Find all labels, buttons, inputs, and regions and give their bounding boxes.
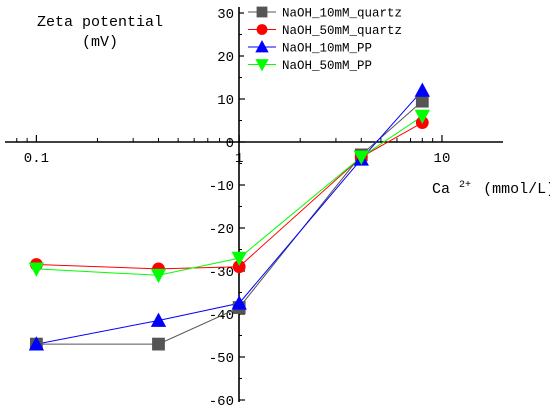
x-axis-title-superscript: 2+	[459, 180, 471, 191]
legend-swatch-marker	[255, 40, 269, 53]
data-point	[414, 82, 430, 97]
x-tick-label: 0.1	[24, 151, 49, 167]
y-axis-title-line-1: Zeta potential	[37, 14, 163, 31]
legend-swatch-marker	[256, 24, 268, 35]
data-point	[231, 295, 247, 310]
data-point	[231, 251, 247, 266]
legend-label: NaOH_10mM_PP	[282, 42, 372, 56]
data-point	[150, 268, 167, 284]
y-tick-label: -10	[209, 179, 234, 195]
y-tick-label: -20	[209, 222, 234, 238]
data-point	[28, 262, 45, 277]
x-axis-title: Ca 2+ (mmol/L)	[432, 175, 550, 198]
y-tick-label: -60	[209, 394, 234, 410]
y-tick-label: 10	[217, 93, 234, 109]
legend-label: NaOH_50mM_quartz	[282, 24, 402, 38]
legend-swatch-marker	[256, 6, 268, 18]
y-tick-label: -30	[209, 265, 234, 281]
y-tick-label: 20	[217, 50, 234, 66]
x-axis-title-base: Ca	[432, 181, 450, 198]
markers-layer	[28, 82, 430, 351]
legend-box	[244, 3, 394, 75]
series-line	[36, 90, 423, 345]
legend: NaOH_10mM_quartz NaOH_50mM_quartz NaOH_10m…	[244, 3, 402, 75]
data-point	[414, 109, 430, 125]
y-tick-label: 30	[217, 7, 234, 23]
series-layer	[36, 90, 423, 345]
legend-label: NaOH_10mM_quartz	[282, 7, 402, 21]
data-point	[150, 312, 167, 327]
legend-label: NaOH_50mM_PP	[282, 59, 372, 73]
y-tick-label: -50	[209, 351, 234, 367]
x-tick-label: 1	[235, 151, 243, 167]
x-tick-label: 10	[434, 151, 451, 167]
data-point	[415, 94, 429, 108]
data-point	[28, 336, 45, 351]
data-point	[152, 337, 165, 351]
x-axis-title-unit: (mmol/L)	[483, 181, 550, 198]
y-axis-title-line-2: (mV)	[82, 34, 118, 51]
legend-swatch-marker	[255, 59, 269, 72]
y-tick-label: 0	[226, 136, 234, 152]
data-point	[353, 150, 369, 165]
